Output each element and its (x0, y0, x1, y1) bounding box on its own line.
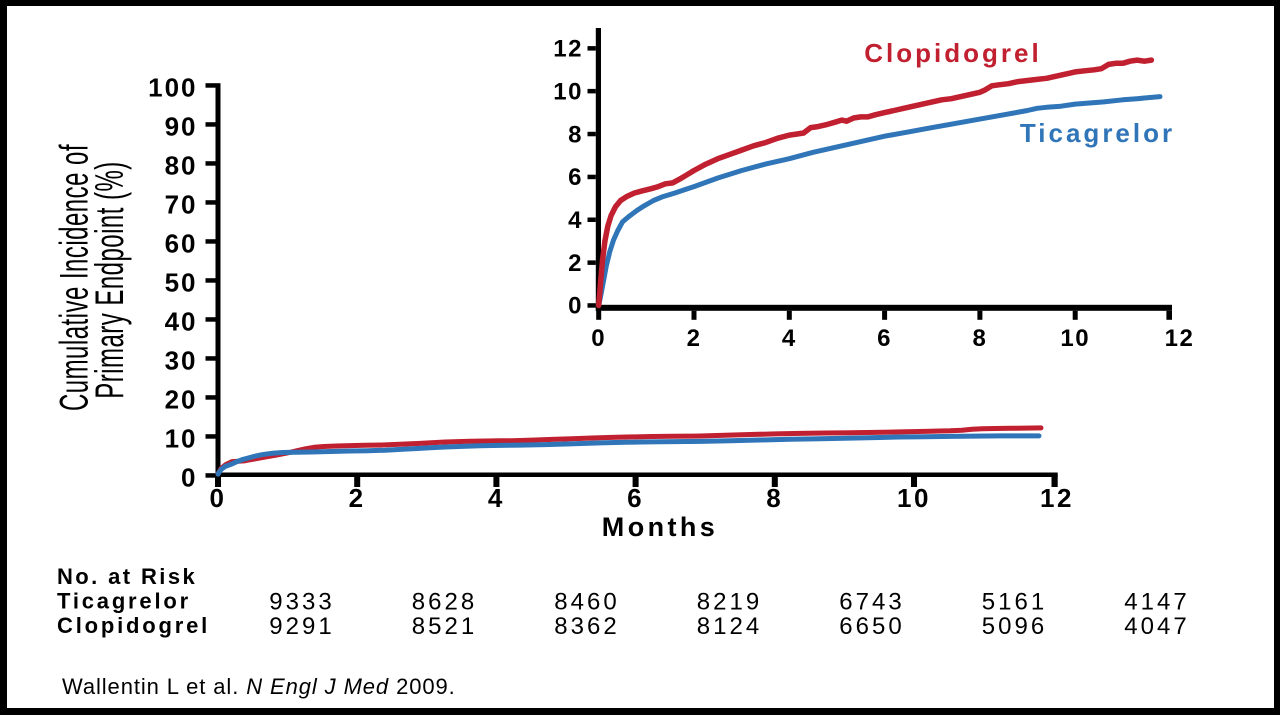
svg-text:Wallentin L et al. N Engl J Me: Wallentin L et al. N Engl J Med 2009. (62, 674, 456, 699)
svg-text:12: 12 (1165, 325, 1195, 352)
svg-text:6: 6 (568, 164, 583, 191)
svg-text:2: 2 (349, 483, 366, 513)
svg-text:50: 50 (165, 267, 198, 297)
svg-text:2: 2 (568, 250, 583, 277)
svg-text:2: 2 (687, 325, 702, 352)
svg-text:5096: 5096 (982, 613, 1047, 640)
svg-text:8219: 8219 (697, 589, 762, 616)
svg-text:9291: 9291 (269, 613, 334, 640)
svg-text:4047: 4047 (1124, 613, 1189, 640)
svg-text:Cumulative Incidence of: Cumulative Incidence of (51, 144, 96, 411)
svg-text:4147: 4147 (1124, 589, 1189, 616)
svg-text:0: 0 (181, 462, 197, 492)
svg-text:100: 100 (148, 72, 197, 102)
svg-text:8: 8 (766, 483, 783, 513)
svg-text:6650: 6650 (839, 613, 904, 640)
svg-text:8460: 8460 (554, 589, 619, 616)
svg-text:Primary Endpoint (%): Primary Endpoint (%) (87, 161, 132, 399)
svg-text:4: 4 (782, 325, 797, 352)
svg-text:70: 70 (165, 189, 198, 219)
svg-text:40: 40 (165, 306, 198, 336)
svg-text:8362: 8362 (554, 613, 619, 640)
svg-text:12: 12 (1040, 483, 1074, 513)
svg-text:Ticagrelor: Ticagrelor (1020, 118, 1175, 148)
svg-text:8: 8 (568, 121, 583, 148)
svg-text:No. at Risk: No. at Risk (57, 564, 197, 589)
svg-text:12: 12 (553, 36, 583, 63)
svg-text:4: 4 (568, 207, 583, 234)
svg-text:6: 6 (877, 325, 892, 352)
svg-text:80: 80 (165, 150, 198, 180)
svg-text:Ticagrelor: Ticagrelor (57, 589, 191, 614)
svg-text:10: 10 (553, 78, 583, 105)
svg-text:8521: 8521 (412, 613, 477, 640)
svg-text:Clopidogrel: Clopidogrel (57, 613, 210, 638)
svg-text:0: 0 (209, 483, 226, 513)
svg-text:30: 30 (165, 345, 198, 375)
svg-text:4: 4 (488, 483, 505, 513)
svg-text:Months: Months (602, 512, 718, 542)
svg-text:10: 10 (165, 423, 198, 453)
svg-text:6743: 6743 (839, 589, 904, 616)
svg-text:6: 6 (627, 483, 644, 513)
svg-text:8628: 8628 (412, 589, 477, 616)
svg-text:10: 10 (1060, 325, 1090, 352)
svg-text:8124: 8124 (697, 613, 762, 640)
svg-text:9333: 9333 (269, 589, 334, 616)
svg-text:0: 0 (568, 293, 583, 320)
svg-text:90: 90 (165, 111, 198, 141)
svg-text:20: 20 (165, 384, 198, 414)
svg-text:0: 0 (591, 325, 606, 352)
svg-text:8: 8 (972, 325, 987, 352)
svg-text:5161: 5161 (982, 589, 1047, 616)
svg-text:Clopidogrel: Clopidogrel (864, 38, 1041, 68)
svg-text:60: 60 (165, 228, 198, 258)
svg-text:10: 10 (897, 483, 931, 513)
